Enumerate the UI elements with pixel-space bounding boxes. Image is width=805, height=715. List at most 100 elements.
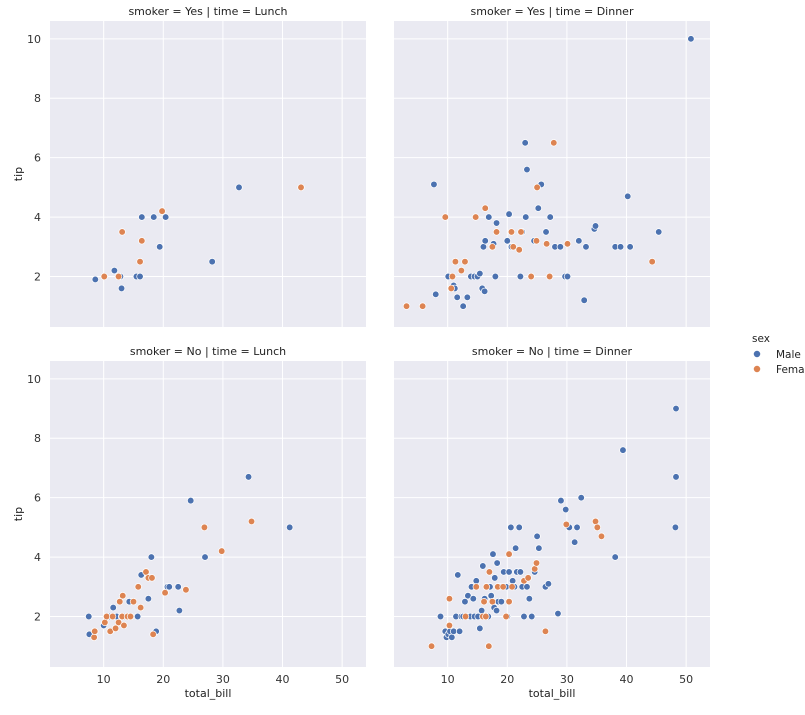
point-female [527, 272, 535, 281]
legend-label-male: Male [776, 349, 801, 361]
point-male [672, 473, 680, 481]
point-female [505, 597, 513, 606]
point-female [101, 618, 109, 627]
y-tick-label: 2 [34, 610, 41, 623]
point-female [126, 612, 135, 621]
panel-title: smoker = Yes | time = Lunch [128, 5, 287, 18]
point-female [482, 612, 490, 621]
point-male [491, 574, 499, 582]
panel-background [394, 361, 710, 667]
y-axis-label: tip [12, 507, 25, 521]
point-male [528, 612, 536, 621]
point-male [165, 583, 173, 591]
point-female [509, 243, 517, 251]
point-male [624, 192, 632, 200]
point-female [508, 583, 516, 591]
point-female [451, 257, 460, 266]
x-axis-label: total_bill [529, 687, 576, 700]
point-female [447, 284, 455, 293]
y-tick-label: 6 [34, 152, 41, 165]
point-male [117, 284, 126, 293]
point-male [534, 204, 542, 212]
point-female [90, 633, 98, 641]
point-male [554, 609, 562, 618]
x-tick-label: 30 [216, 673, 230, 686]
point-male [611, 553, 619, 561]
point-female [472, 213, 480, 221]
point-male [505, 568, 513, 576]
point-female [100, 272, 108, 281]
y-axis-label: tip [12, 167, 25, 181]
point-male [542, 228, 550, 236]
point-male [577, 494, 585, 502]
point-female [542, 240, 551, 248]
point-male [454, 571, 462, 579]
point-female [492, 228, 501, 236]
point-female [448, 272, 457, 281]
point-male [575, 237, 583, 245]
point-male [436, 612, 445, 621]
point-male [533, 532, 541, 540]
point-male [687, 35, 695, 43]
panel-0: smoker = Yes | time = Lunch 2 4 6 8 10 tip [12, 5, 366, 327]
point-male [515, 523, 523, 532]
point-male [616, 243, 625, 251]
point-female [136, 257, 144, 266]
point-male [573, 523, 581, 532]
point-female [148, 574, 156, 582]
y-tick-label: 2 [34, 270, 41, 283]
point-male [655, 228, 663, 236]
point-female [648, 257, 656, 266]
point-female [480, 597, 488, 606]
point-male [591, 222, 600, 230]
x-tick-label: 40 [620, 673, 634, 686]
point-male [619, 446, 627, 454]
point-female [472, 583, 480, 591]
point-male [449, 627, 458, 635]
point-male [479, 243, 488, 251]
point-female [218, 547, 226, 555]
point-female [111, 624, 120, 633]
point-male [208, 257, 216, 266]
point-male [491, 272, 500, 281]
point-male [520, 612, 528, 621]
point-female [485, 568, 494, 576]
point-female [532, 559, 541, 567]
point-male [525, 595, 533, 603]
point-female [593, 523, 601, 532]
point-male [479, 562, 487, 570]
point-male [463, 293, 471, 301]
point-female [441, 213, 449, 221]
point-female [402, 302, 411, 310]
legend-title: sex [752, 333, 770, 345]
point-male [138, 213, 146, 221]
panel-background [394, 21, 710, 327]
y-tick-label: 8 [34, 432, 41, 445]
point-male [626, 243, 634, 251]
point-male [432, 290, 440, 298]
point-female [562, 520, 570, 529]
point-male [521, 139, 529, 147]
point-female [507, 228, 516, 236]
legend: sex Male Female [752, 333, 805, 376]
point-male [480, 287, 489, 295]
point-female [545, 272, 554, 281]
point-female [505, 550, 513, 558]
point-female [499, 583, 507, 591]
point-male [516, 272, 525, 281]
point-female [563, 240, 572, 248]
point-male [497, 597, 505, 606]
point-male [109, 603, 117, 612]
point-female [445, 621, 454, 630]
point-female [488, 597, 497, 606]
point-male [162, 213, 170, 221]
point-female [158, 207, 166, 215]
point-male [582, 243, 590, 251]
point-male [563, 272, 572, 281]
x-tick-label: 30 [560, 673, 574, 686]
point-female [102, 612, 111, 621]
point-male [489, 550, 497, 558]
point-female [482, 583, 491, 591]
point-male [430, 180, 438, 189]
